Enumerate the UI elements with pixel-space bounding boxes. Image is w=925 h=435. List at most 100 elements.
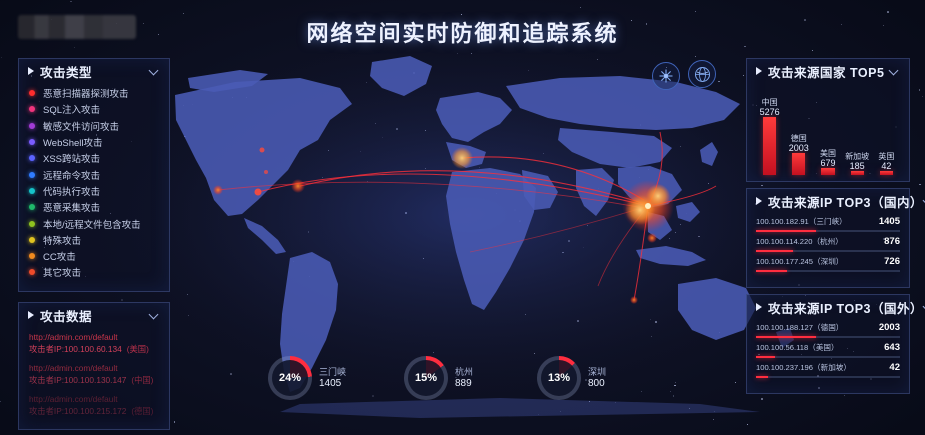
attack-type-item[interactable]: SQL注入攻击 (29, 101, 169, 117)
ip-domestic-panel[interactable]: 攻击来源IP TOP3（国内） 100.100.182.91（三门峡） 1405 1… (746, 188, 922, 288)
attack-type-item[interactable]: 特殊攻击 (29, 232, 169, 248)
ip-rank-row[interactable]: 100.100.56.118（美国） 643 (756, 342, 900, 358)
ip-progress-fill (756, 270, 788, 272)
ip-progress-track (756, 270, 900, 272)
gauge-value: 889 (455, 378, 472, 389)
gauge-ring: 24% (268, 356, 312, 400)
attack-type-item[interactable]: 其它攻击 (29, 264, 169, 280)
attack-data-ip-text: 攻击者IP:100.100.60.134 (29, 344, 122, 354)
attack-type-item[interactable]: 代码执行攻击 (29, 183, 169, 199)
attack-type-label: WebShell攻击 (43, 138, 103, 150)
attack-type-item[interactable]: XSS跨站攻击 (29, 150, 169, 166)
city-gauge[interactable]: 13% 深圳 800 (537, 356, 606, 400)
attack-data-url[interactable]: http://admin.com/default (29, 394, 118, 404)
attack-type-item[interactable]: 恶意采集攻击 (29, 199, 169, 215)
attack-type-label: 其它攻击 (43, 268, 82, 280)
country-bar[interactable]: 新加坡 185 (843, 152, 872, 175)
attack-type-item[interactable]: 远程命令攻击 (29, 166, 169, 182)
ip-foreign-header[interactable]: 攻击来源IP TOP3（国外） (747, 295, 922, 319)
attack-data-header[interactable]: 攻击数据 (19, 303, 169, 327)
gauge-percent: 13% (541, 360, 577, 396)
ip-rank-row[interactable]: 100.100.188.127（德国） 2003 (756, 322, 900, 338)
attack-type-item[interactable]: 敏感文件访问攻击 (29, 118, 169, 134)
triangle-icon (756, 67, 762, 75)
attack-types-header[interactable]: 攻击类型 (19, 59, 169, 83)
ip-attack-count: 876 (884, 236, 900, 247)
ip-foreign-title: 攻击来源IP TOP3（国外） (768, 301, 923, 316)
chevron-down-icon[interactable] (149, 66, 160, 77)
ip-progress-fill (756, 376, 768, 378)
attack-types-panel[interactable]: 攻击类型 恶意扫描器探测攻击 SQL注入攻击敏感文件访问攻击 WebShell攻击 X… (18, 58, 170, 292)
attack-type-label: 远程命令攻击 (43, 170, 101, 182)
attack-data-url[interactable]: http://admin.com/default (29, 363, 118, 373)
ip-address-label: 100.100.177.245（深圳） (756, 257, 844, 266)
attack-type-label: XSS跨站攻击 (43, 154, 101, 166)
attack-type-item[interactable]: CC攻击 (29, 248, 169, 264)
compass-icon-button[interactable] (652, 62, 680, 90)
ip-domestic-header[interactable]: 攻击来源IP TOP3（国内） (747, 189, 922, 213)
attack-type-label: 恶意采集攻击 (43, 203, 101, 215)
ip-attack-count: 1405 (878, 216, 900, 227)
attack-data-entry[interactable]: http://admin.com/default 攻击者IP:100.100.60… (29, 331, 169, 355)
globe-icon-button[interactable] (688, 60, 716, 88)
country-bar-rect (879, 171, 893, 175)
attack-data-panel[interactable]: 攻击数据 http://admin.com/default 攻击者IP:100.1… (18, 302, 170, 430)
attack-type-color-dot (29, 236, 35, 243)
attack-data-entry[interactable]: http://admin.com/default 攻击者IP:100.100.21… (29, 393, 169, 417)
compass-icon (659, 69, 673, 83)
attack-type-color-dot (29, 253, 35, 260)
country-bar-value: 679 (820, 158, 836, 168)
country-bar[interactable]: 德国 2003 (784, 134, 813, 175)
attack-data-entry[interactable]: http://admin.com/default 攻击者IP:100.100.13… (29, 362, 169, 386)
ip-rank-row[interactable]: 100.100.182.91（三门峡） 1405 (756, 216, 900, 232)
ip-foreign-panel[interactable]: 攻击来源IP TOP3（国外） 100.100.188.127（德国） 2003 1… (746, 294, 922, 394)
country-bar-rect (763, 117, 777, 175)
ip-address-label: 100.100.237.196（新加坡） (756, 363, 851, 372)
country-bar[interactable]: 中国 5276 (755, 98, 784, 175)
attack-type-item[interactable]: WebShell攻击 (29, 134, 169, 150)
country-top5-header[interactable]: 攻击来源国家 TOP5 (747, 59, 909, 83)
attack-type-label: 敏感文件访问攻击 (43, 121, 120, 133)
attack-type-color-dot (29, 155, 35, 162)
city-gauge[interactable]: 24% 三门峡 1405 (268, 356, 346, 400)
country-bar[interactable]: 美国 679 (813, 149, 842, 175)
chevron-down-icon[interactable] (889, 66, 900, 77)
attack-type-color-dot (29, 139, 35, 146)
chevron-down-icon[interactable] (149, 310, 160, 321)
ip-address-label: 100.100.56.118（美国） (756, 343, 839, 352)
country-bar-value: 2003 (788, 143, 809, 153)
city-gauge[interactable]: 15% 杭州 889 (404, 356, 473, 400)
attack-data-location: (中国) (131, 375, 154, 385)
country-bar[interactable]: 英国 42 (872, 152, 901, 175)
ip-address-label: 100.100.114.220（杭州） (756, 237, 843, 246)
attack-data-title: 攻击数据 (40, 309, 93, 324)
ip-rank-row[interactable]: 100.100.177.245（深圳） 726 (756, 256, 900, 272)
attack-data-url[interactable]: http://admin.com/default (29, 332, 118, 342)
attack-type-item[interactable]: 本地/远程文件包含攻击 (29, 215, 169, 231)
attack-type-color-dot (29, 106, 35, 113)
ip-rank-row[interactable]: 100.100.237.196（新加坡） 42 (756, 362, 900, 378)
country-top5-bar-chart: 中国 5276 德国 2003 美国 679 新加坡 185 英国 42 (755, 83, 901, 175)
attack-type-color-dot (29, 90, 35, 97)
ip-progress-track (756, 356, 900, 358)
attack-type-label: CC攻击 (43, 252, 76, 264)
attack-type-label: SQL注入攻击 (43, 105, 101, 117)
triangle-icon (28, 67, 34, 75)
attack-type-label: 本地/远程文件包含攻击 (43, 219, 141, 231)
country-bar-rect (850, 171, 864, 175)
country-bar-label: 英国 (878, 152, 895, 161)
attack-data-location: (美国) (126, 344, 149, 354)
attack-type-label: 恶意扫描器探测攻击 (43, 89, 129, 101)
country-bar-value: 185 (849, 161, 865, 171)
ip-rank-row[interactable]: 100.100.114.220（杭州） 876 (756, 236, 900, 252)
attack-types-list: 恶意扫描器探测攻击 SQL注入攻击敏感文件访问攻击 WebShell攻击 XSS跨站攻… (19, 83, 169, 281)
attack-type-item[interactable]: 恶意扫描器探测攻击 (29, 85, 169, 101)
ip-address-label: 100.100.188.127（德国） (756, 323, 844, 332)
ip-attack-count: 42 (889, 362, 900, 373)
gauge-value: 1405 (319, 378, 342, 389)
ip-progress-fill (756, 336, 817, 338)
ip-progress-fill (756, 356, 776, 358)
country-top5-panel[interactable]: 攻击来源国家 TOP5 中国 5276 德国 2003 美国 679 新加坡 185 英国 42 (746, 58, 910, 182)
